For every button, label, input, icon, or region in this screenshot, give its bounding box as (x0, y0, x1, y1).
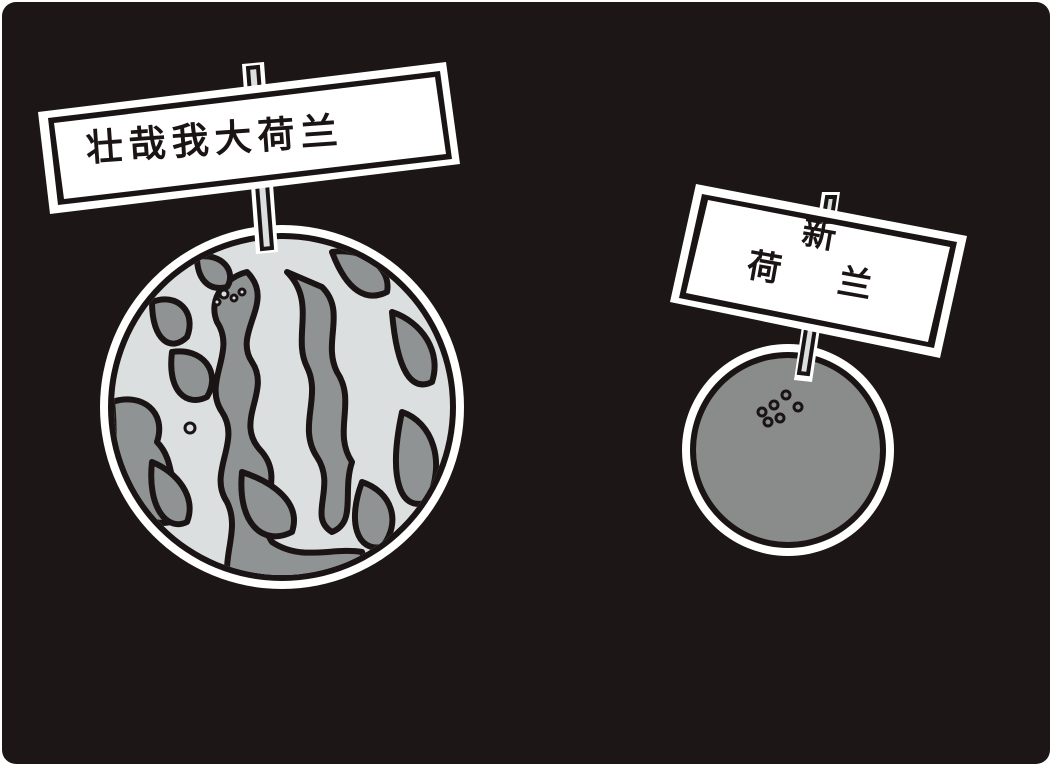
small-planet (682, 344, 894, 556)
small-sign-text-line1: 新 (798, 212, 840, 258)
big-planet (100, 225, 464, 589)
small-sign-board (670, 184, 967, 358)
big-sign-board (38, 62, 460, 214)
